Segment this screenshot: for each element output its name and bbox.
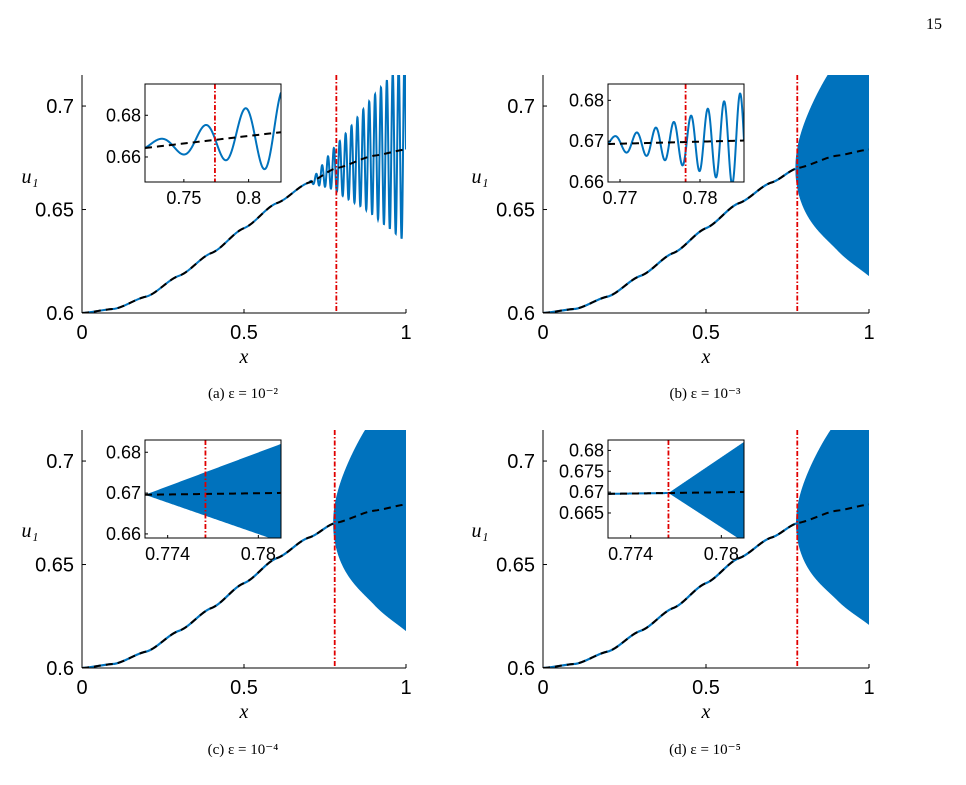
inset-frame	[607, 439, 745, 539]
y-axis-label: u₁	[22, 520, 39, 542]
x-tick-label: 0.5	[692, 322, 720, 344]
inset-x-tick-label: 0.75	[166, 188, 201, 208]
inset-plot-area	[145, 92, 281, 171]
inset-numeric-line	[608, 92, 744, 182]
x-tick-label: 0	[537, 677, 548, 699]
subfigure-caption: (d) ε = 10⁻⁵	[669, 742, 741, 758]
inset-y-tick-label: 0.68	[106, 442, 141, 462]
inset-numeric-line	[145, 92, 281, 171]
asymptotic-dashed-line	[543, 148, 869, 313]
y-tick-label: 0.7	[46, 451, 74, 473]
inset-oscillation-envelope	[145, 443, 281, 538]
x-tick-label: 1	[863, 322, 874, 344]
inset-x-tick-label: 0.78	[241, 544, 276, 564]
y-tick-label: 0.7	[507, 451, 535, 473]
inset-y-tick-label: 0.66	[106, 524, 141, 544]
asymptotic-dashed-line	[543, 503, 869, 668]
y-axis-label: u₁	[472, 520, 489, 542]
plot-area	[82, 75, 406, 313]
inset-x-tick-label: 0.77	[602, 188, 637, 208]
inset-frame	[144, 83, 282, 183]
y-tick-label: 0.65	[35, 555, 74, 577]
x-axis-label: x	[239, 701, 249, 723]
subfigure-caption: (a) ε = 10⁻²	[208, 386, 279, 402]
inset-y-tick-label: 0.675	[559, 461, 604, 481]
inset-x-tick-label: 0.774	[145, 544, 190, 564]
inset-panel: 0.77 0.78 0.66 0.67 0.68	[569, 83, 745, 208]
x-tick-label: 0.5	[230, 322, 258, 344]
plot-area	[543, 430, 869, 668]
inset-frame	[607, 83, 745, 183]
numeric-solution-line	[82, 75, 406, 313]
inset-x-tick-label: 0.774	[608, 544, 653, 564]
subfigure-caption: (b) ε = 10⁻³	[670, 386, 741, 402]
y-tick-label: 0.65	[35, 200, 74, 222]
y-tick-label: 0.6	[46, 303, 74, 325]
x-tick-label: 1	[400, 677, 411, 699]
x-axis-label: x	[701, 701, 711, 723]
inset-y-tick-label: 0.68	[106, 105, 141, 125]
plot-area	[543, 75, 869, 313]
inset-plot-area	[608, 441, 744, 538]
inset-panel: 0.774 0.78 0.66 0.67 0.68	[106, 439, 282, 564]
x-axis-label: x	[239, 346, 249, 368]
inset-frame	[144, 439, 282, 539]
asymptotic-dashed-line	[82, 148, 406, 313]
y-tick-label: 0.7	[507, 96, 535, 118]
inset-plot-area	[608, 92, 744, 182]
y-axis-label: u₁	[472, 166, 489, 188]
chart-panel-0: 0 0.5 1 0.6 0.65 0.7 x u₁ (a) ε = 10⁻² 0.75 0.8 0.6…	[22, 75, 412, 402]
x-tick-label: 1	[863, 677, 874, 699]
x-tick-label: 0	[76, 322, 87, 344]
numeric-solution-line	[82, 522, 334, 668]
page-number: 15	[926, 16, 942, 33]
numeric-oscillation-envelope	[796, 430, 869, 625]
y-tick-label: 0.6	[507, 303, 535, 325]
x-axis-label: x	[701, 346, 711, 368]
inset-x-tick-label: 0.78	[704, 544, 739, 564]
y-tick-label: 0.65	[496, 200, 535, 222]
inset-plot-area	[145, 443, 281, 538]
inset-y-tick-label: 0.67	[569, 482, 604, 502]
inset-asymptotic-line	[145, 491, 281, 496]
inset-y-tick-label: 0.66	[106, 147, 141, 167]
y-tick-label: 0.7	[46, 96, 74, 118]
y-tick-label: 0.6	[507, 658, 535, 680]
plot-area	[82, 430, 406, 668]
y-tick-label: 0.65	[496, 555, 535, 577]
numeric-oscillation-envelope	[795, 75, 869, 277]
inset-y-tick-label: 0.66	[569, 172, 604, 192]
inset-x-tick-label: 0.78	[682, 188, 717, 208]
inset-y-tick-label: 0.665	[559, 503, 604, 523]
inset-y-tick-label: 0.68	[569, 90, 604, 110]
inset-y-tick-label: 0.67	[106, 483, 141, 503]
asymptotic-dashed-line	[82, 503, 406, 668]
inset-asymptotic-line	[145, 131, 281, 149]
inset-asymptotic-line	[608, 139, 744, 146]
x-tick-label: 0	[76, 677, 87, 699]
subfigure-caption: (c) ε = 10⁻⁴	[208, 742, 279, 758]
x-tick-label: 0.5	[230, 677, 258, 699]
inset-asymptotic-line	[608, 490, 744, 495]
numeric-oscillation-envelope	[333, 430, 406, 632]
inset-y-tick-label: 0.68	[569, 440, 604, 460]
x-tick-label: 1	[400, 322, 411, 344]
x-tick-label: 0	[537, 322, 548, 344]
y-tick-label: 0.6	[46, 658, 74, 680]
y-axis-label: u₁	[22, 166, 39, 188]
inset-panel: 0.75 0.8 0.66 0.68	[106, 83, 282, 208]
inset-oscillation-envelope	[668, 441, 744, 538]
x-tick-label: 0.5	[692, 677, 720, 699]
inset-y-tick-label: 0.67	[569, 131, 604, 151]
inset-x-tick-label: 0.8	[236, 188, 261, 208]
